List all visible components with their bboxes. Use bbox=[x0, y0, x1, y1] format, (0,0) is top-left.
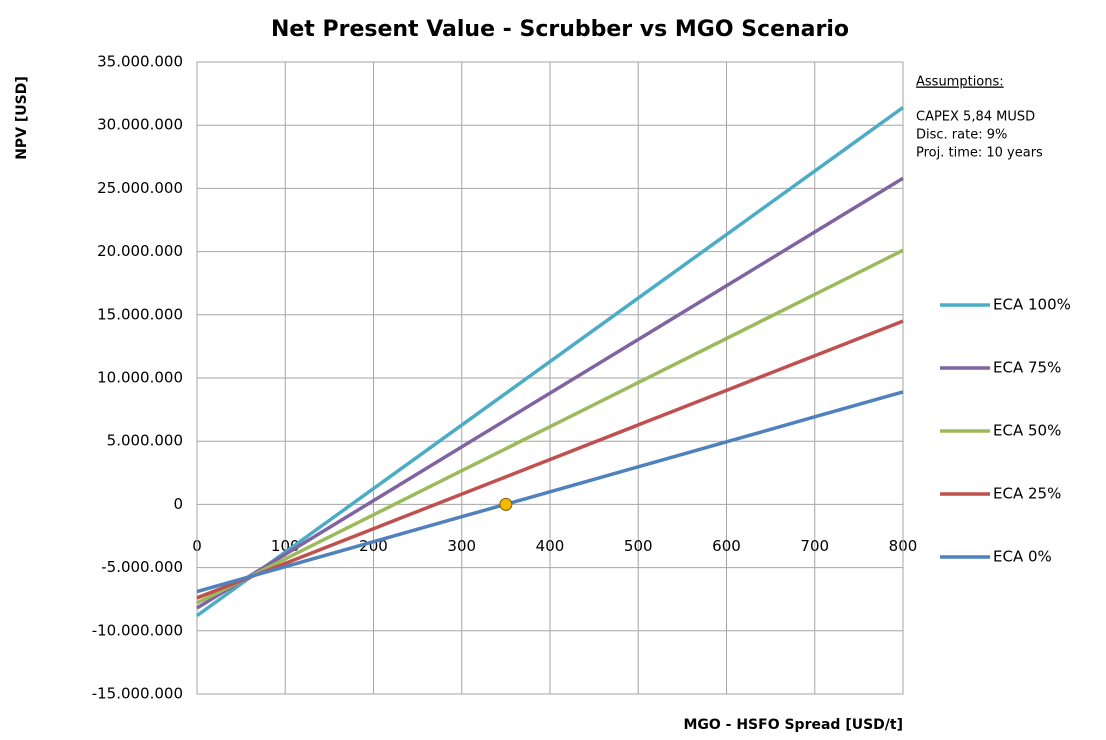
x-tick-label: 500 bbox=[624, 537, 653, 555]
legend-label: ECA 50% bbox=[993, 422, 1061, 440]
annotation: Disc. rate: 9% bbox=[916, 128, 1007, 143]
series-line bbox=[196, 319, 904, 600]
y-tick-label: 25.000.000 bbox=[97, 179, 183, 197]
marker-point bbox=[499, 497, 513, 511]
x-tick-label: 600 bbox=[712, 537, 741, 555]
x-axis-title: MGO - HSFO Spread [USD/t] bbox=[683, 717, 903, 733]
y-tick-label: 35.000.000 bbox=[97, 53, 183, 71]
y-tick-label: 5.000.000 bbox=[107, 432, 183, 450]
y-tick-label: 15.000.000 bbox=[97, 305, 183, 323]
annotation: CAPEX 5,84 MUSD bbox=[916, 110, 1035, 125]
series-line bbox=[196, 390, 904, 594]
y-tick-label: 20.000.000 bbox=[97, 242, 183, 260]
y-tick-label: 30.000.000 bbox=[97, 116, 183, 134]
y-tick-label: 10.000.000 bbox=[97, 369, 183, 387]
annotation: Assumptions: bbox=[916, 75, 1004, 90]
y-tick-label: -15.000.000 bbox=[92, 685, 183, 703]
y-tick-label: -5.000.000 bbox=[101, 558, 183, 576]
legend-label: ECA 0% bbox=[993, 548, 1052, 566]
y-tick-label: 0 bbox=[173, 495, 183, 513]
legend-label: ECA 75% bbox=[993, 359, 1061, 377]
x-tick-label: 400 bbox=[536, 537, 565, 555]
chart-title: Net Present Value - Scrubber vs MGO Scen… bbox=[271, 17, 849, 42]
y-tick-label: -10.000.000 bbox=[92, 621, 183, 639]
annotation: Proj. time: 10 years bbox=[916, 146, 1043, 161]
series-line bbox=[196, 248, 904, 605]
y-axis-title: NPV [USD] bbox=[14, 76, 30, 160]
x-tick-label: 700 bbox=[800, 537, 829, 555]
legend-label: ECA 25% bbox=[993, 485, 1061, 503]
series-line bbox=[196, 176, 904, 610]
series-line bbox=[195, 106, 905, 618]
plot-border bbox=[196, 61, 904, 695]
legend-label: ECA 100% bbox=[993, 296, 1071, 314]
x-tick-label: 300 bbox=[447, 537, 476, 555]
